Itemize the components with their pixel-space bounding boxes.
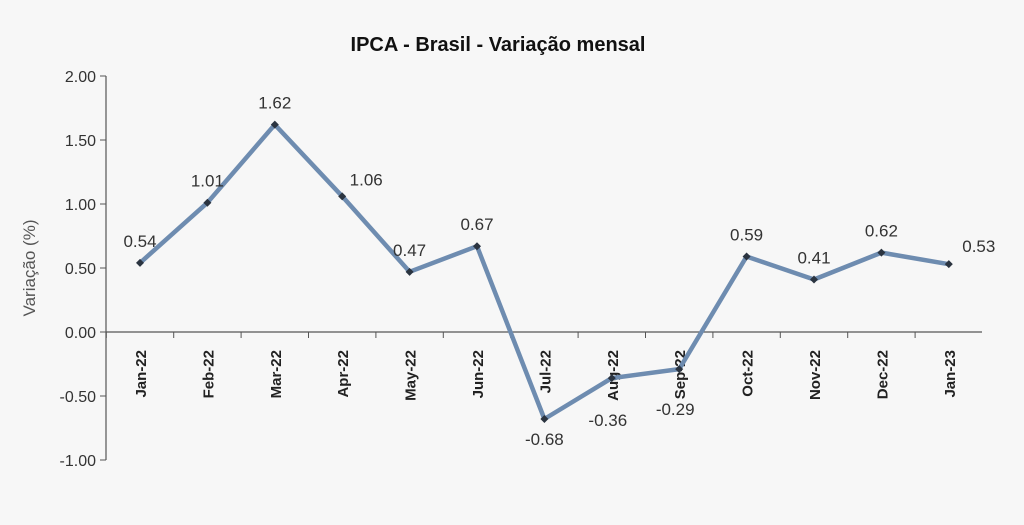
- x-tick-label: Apr-22: [335, 350, 352, 398]
- y-axis-label: Variação (%): [20, 220, 39, 317]
- y-tick-label: -0.50: [60, 389, 97, 406]
- data-label: 0.59: [730, 225, 763, 244]
- data-label: 1.01: [191, 172, 224, 191]
- y-tick-label: 0.50: [65, 261, 96, 278]
- data-point: [405, 267, 414, 276]
- data-point: [607, 374, 616, 383]
- x-tick-label: Aug-22: [605, 350, 622, 401]
- y-tick-label: -1.00: [60, 453, 97, 470]
- data-label: 0.67: [460, 215, 493, 234]
- axes: [100, 75, 982, 461]
- x-tick-label: Nov-22: [807, 350, 824, 400]
- data-label: -0.29: [656, 400, 695, 419]
- data-label: 0.41: [797, 249, 830, 268]
- data-label: 1.06: [350, 170, 383, 189]
- chart-title: IPCA - Brasil - Variação mensal: [351, 34, 646, 56]
- data-point: [270, 120, 279, 129]
- data-point: [810, 275, 818, 284]
- y-tick-label: 1.50: [65, 133, 96, 150]
- data-label: -0.68: [525, 430, 564, 449]
- data-point: [338, 192, 347, 201]
- x-tick-label: Feb-22: [200, 350, 217, 398]
- y-tick-label: 2.00: [65, 69, 96, 86]
- x-tick-label: Jan-23: [942, 350, 959, 398]
- x-tick-label: Jan-22: [133, 350, 150, 398]
- data-labels: 0.54 1.01 1.62 1.06 0.47 0.67 -0.68 -0.36 -0.29 0…: [123, 94, 995, 449]
- data-point: [675, 365, 684, 374]
- y-tick-label: 1.00: [65, 197, 96, 214]
- data-label: 0.54: [123, 232, 156, 251]
- y-tick-label: 0.00: [65, 325, 96, 342]
- x-tick-label: Jun-22: [470, 350, 487, 398]
- data-label: -0.36: [588, 411, 627, 430]
- data-label: 0.47: [393, 241, 426, 260]
- series: [136, 120, 953, 424]
- data-point: [944, 260, 953, 269]
- data-point: [136, 258, 144, 267]
- data-point: [742, 252, 751, 261]
- x-tick-label: Jul-22: [537, 350, 554, 393]
- data-label: 0.62: [865, 222, 898, 241]
- data-label: 0.53: [962, 237, 995, 256]
- data-point: [540, 415, 549, 424]
- data-point: [203, 198, 212, 207]
- data-point: [473, 242, 481, 251]
- data-label: 1.62: [258, 94, 291, 113]
- data-point: [877, 248, 886, 257]
- x-tick-label: May-22: [403, 350, 420, 401]
- tick-labels: 2.00 1.50 1.00 0.50 0.00 -0.50 -1.00 Jan-22 Feb-…: [60, 69, 959, 470]
- x-tick-label: Dec-22: [874, 350, 891, 399]
- x-tick-label: Oct-22: [740, 350, 757, 397]
- x-tick-label: Mar-22: [268, 350, 285, 398]
